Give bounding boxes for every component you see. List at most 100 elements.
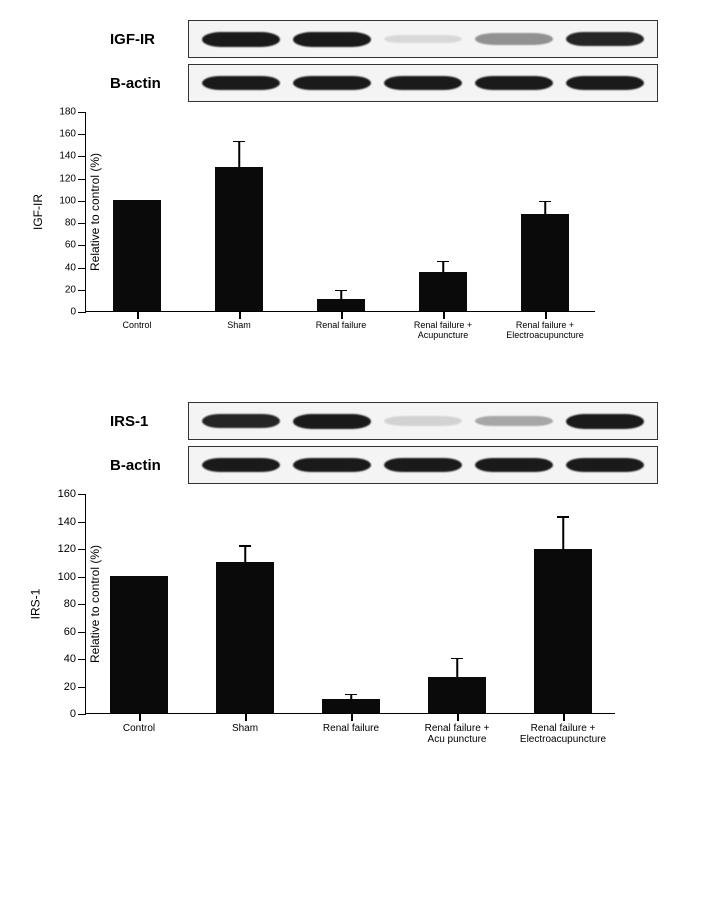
- bar: [419, 272, 467, 311]
- blot-band: [202, 76, 280, 90]
- y-tick-label: 120: [59, 173, 86, 184]
- error-bar: [238, 142, 240, 166]
- bar: [521, 214, 569, 311]
- blot-lane-box: [188, 64, 658, 102]
- blot-band: [202, 32, 280, 47]
- figure-panel: IGF-IR B-actin 020406080100120140160180Con…: [20, 20, 682, 362]
- bar: [110, 576, 168, 714]
- blot-band: [293, 458, 371, 472]
- blot-label: IRS-1: [110, 413, 180, 430]
- x-tick: [341, 311, 343, 319]
- blot-band: [384, 35, 462, 44]
- error-cap: [345, 694, 357, 696]
- x-label: Renal failure +Electroacupuncture: [518, 723, 608, 745]
- x-label: Renal failure +Acupuncture: [398, 321, 488, 341]
- y-tick-label: 100: [59, 195, 86, 206]
- x-tick: [351, 713, 353, 721]
- y-tick-label: 80: [64, 598, 86, 610]
- error-cap: [239, 545, 251, 547]
- x-tick: [443, 311, 445, 319]
- error-bar: [442, 262, 444, 272]
- error-cap: [451, 658, 463, 660]
- error-cap: [335, 290, 347, 292]
- blot-band: [566, 32, 644, 47]
- blot-band: [293, 76, 371, 90]
- chart-plot-area: 020406080100120140160ControlShamRenal fa…: [85, 494, 615, 714]
- y-tick-label: 40: [65, 262, 86, 273]
- blot-band: [475, 33, 553, 44]
- blot-lane-box: [188, 20, 658, 58]
- blot-band: [566, 76, 644, 90]
- y-axis-title-protein: IRS-1: [28, 588, 42, 619]
- blot-band: [384, 76, 462, 90]
- y-tick-label: 20: [65, 284, 86, 295]
- y-tick-label: 80: [65, 218, 86, 229]
- figure-panel: IRS-1 B-actin 020406080100120140160Control…: [20, 402, 682, 764]
- error-bar: [244, 547, 246, 562]
- bar: [534, 549, 592, 713]
- x-label: Control: [92, 321, 182, 331]
- x-tick: [239, 311, 241, 319]
- bar-chart: 020406080100120140160ControlShamRenal fa…: [85, 494, 682, 714]
- x-label: Sham: [200, 723, 290, 734]
- y-axis-title-protein: IGF-IR: [31, 194, 45, 230]
- blot-lane-box: [188, 402, 658, 440]
- x-label: Renal failure: [306, 723, 396, 734]
- y-axis-title: Relative to control (%): [88, 544, 102, 662]
- chart-plot-area: 020406080100120140160180ControlShamRenal…: [85, 112, 595, 312]
- blot-band: [475, 416, 553, 426]
- blot-label: B-actin: [110, 75, 180, 92]
- blot-row-loading: B-actin: [110, 64, 682, 102]
- bar: [215, 167, 263, 311]
- y-tick-label: 40: [64, 653, 86, 665]
- y-tick-label: 60: [65, 240, 86, 251]
- blot-band: [566, 458, 644, 472]
- y-tick-label: 0: [70, 708, 86, 720]
- error-bar: [456, 659, 458, 677]
- y-tick-label: 120: [58, 543, 86, 555]
- x-tick: [245, 713, 247, 721]
- blot-band: [293, 414, 371, 429]
- error-cap: [233, 141, 245, 143]
- bar-chart: 020406080100120140160180ControlShamRenal…: [85, 112, 682, 312]
- blot-band: [384, 458, 462, 472]
- x-tick: [563, 713, 565, 721]
- y-tick-label: 160: [58, 488, 86, 500]
- y-tick-label: 20: [64, 681, 86, 693]
- x-label: Renal failure +Acu puncture: [412, 723, 502, 745]
- blot-lane-box: [188, 446, 658, 484]
- error-cap: [539, 201, 551, 203]
- x-label: Control: [94, 723, 184, 734]
- x-tick: [137, 311, 139, 319]
- error-bar: [562, 518, 564, 550]
- blot-band: [475, 458, 553, 472]
- blot-label: IGF-IR: [110, 31, 180, 48]
- blot-band: [384, 416, 462, 425]
- bar: [216, 562, 274, 713]
- y-axis-title: Relative to control (%): [88, 152, 102, 270]
- error-bar: [350, 695, 352, 699]
- blot-band: [475, 76, 553, 90]
- y-tick-label: 160: [59, 129, 86, 140]
- error-cap: [437, 261, 449, 263]
- blot-label: B-actin: [110, 457, 180, 474]
- x-tick: [545, 311, 547, 319]
- x-label: Sham: [194, 321, 284, 331]
- x-tick: [457, 713, 459, 721]
- bar: [322, 699, 380, 713]
- bar: [428, 677, 486, 713]
- y-tick-label: 60: [64, 626, 86, 638]
- y-tick-label: 140: [58, 516, 86, 528]
- western-blot-section: IGF-IR B-actin: [110, 20, 682, 102]
- blot-band: [293, 32, 371, 47]
- blot-band: [202, 414, 280, 429]
- bar: [317, 299, 365, 311]
- error-cap: [557, 516, 569, 518]
- blot-row-protein: IRS-1: [110, 402, 682, 440]
- y-tick-label: 0: [70, 307, 86, 318]
- x-label: Renal failure +Electroacupuncture: [500, 321, 590, 341]
- blot-row-loading: B-actin: [110, 446, 682, 484]
- y-tick-label: 140: [59, 151, 86, 162]
- blot-row-protein: IGF-IR: [110, 20, 682, 58]
- blot-band: [202, 458, 280, 472]
